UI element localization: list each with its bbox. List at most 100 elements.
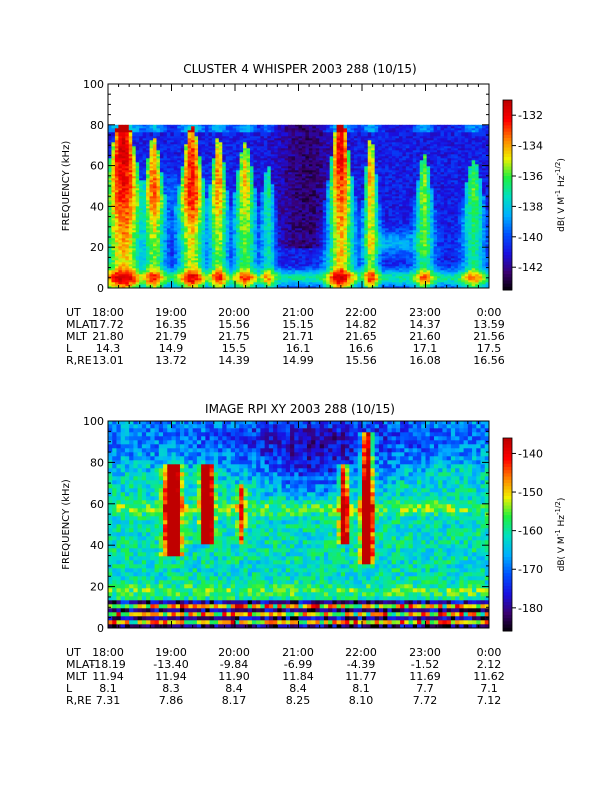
heatmap-cell xyxy=(260,232,265,235)
heatmap-cell xyxy=(312,196,317,199)
heatmap-cell xyxy=(173,186,178,189)
heatmap-cell xyxy=(108,150,112,153)
heatmap-cell xyxy=(298,168,303,171)
heatmap-cell xyxy=(159,232,164,235)
heatmap-cell xyxy=(156,158,161,161)
heatmap-cell xyxy=(215,236,220,239)
heatmap-cell xyxy=(166,174,171,177)
heatmap-cell xyxy=(253,228,258,231)
heatmap-cell xyxy=(146,232,150,235)
heatmap-cell xyxy=(215,228,220,231)
heatmap-cell xyxy=(274,170,279,173)
heatmap-cell xyxy=(173,264,178,267)
heatmap-cell xyxy=(166,250,171,253)
heatmap-cell xyxy=(229,130,234,133)
heatmap-cell xyxy=(173,154,178,157)
heatmap-cell xyxy=(184,220,189,223)
heatmap-cell xyxy=(246,190,251,193)
heatmap-cell xyxy=(198,256,202,259)
heatmap-cell xyxy=(173,226,178,229)
heatmap-cell xyxy=(184,212,189,215)
heatmap-cell xyxy=(194,200,199,203)
heatmap-cell xyxy=(111,186,116,189)
heatmap-cell xyxy=(204,124,209,127)
heatmap-cell xyxy=(204,246,209,249)
heatmap-cell xyxy=(132,276,137,279)
heatmap-cell xyxy=(170,142,175,145)
heatmap-cell xyxy=(256,284,261,287)
heatmap-cell xyxy=(253,136,258,139)
heatmap-cell xyxy=(187,214,192,217)
heatmap-cell xyxy=(208,144,213,147)
heatmap-cell xyxy=(173,198,178,201)
heatmap-cell xyxy=(121,126,126,129)
heatmap-cell xyxy=(135,216,140,219)
heatmap-cell xyxy=(201,168,206,171)
heatmap-cell xyxy=(121,254,126,257)
heatmap-cell xyxy=(232,218,237,221)
heatmap-cell xyxy=(187,204,192,207)
heatmap-cell xyxy=(274,142,279,145)
heatmap-cell xyxy=(159,246,164,249)
heatmap-cell xyxy=(274,236,279,239)
heatmap-cell xyxy=(281,212,286,215)
heatmap-cell xyxy=(170,244,175,247)
heatmap-cell xyxy=(149,176,154,179)
heatmap-cell xyxy=(198,284,202,287)
heatmap-cell xyxy=(236,166,241,169)
heatmap-cell xyxy=(284,268,289,271)
heatmap-cell xyxy=(125,230,130,233)
heatmap-cell xyxy=(246,140,251,143)
heatmap-cell xyxy=(260,240,265,243)
heatmap-cell xyxy=(260,150,265,153)
heatmap-cell xyxy=(298,244,303,247)
heatmap-cell xyxy=(267,198,272,201)
heatmap-cell xyxy=(159,188,164,191)
heatmap-cell xyxy=(250,176,254,179)
heatmap-cell xyxy=(149,190,154,193)
heatmap-cell xyxy=(295,262,299,265)
heatmap-cell xyxy=(170,174,175,177)
heatmap-cell xyxy=(187,206,192,209)
heatmap-cell xyxy=(239,222,244,225)
heatmap-cell xyxy=(125,214,130,217)
heatmap-cell xyxy=(229,206,234,209)
heatmap-cell xyxy=(260,200,265,203)
heatmap-cell xyxy=(194,158,199,161)
heatmap-cell xyxy=(232,208,237,211)
heatmap-cell xyxy=(187,280,192,283)
heatmap-cell xyxy=(281,216,286,219)
heatmap-cell xyxy=(132,262,137,265)
heatmap-cell xyxy=(114,226,119,229)
heatmap-cell xyxy=(229,138,234,141)
heatmap-cell xyxy=(295,228,299,231)
heatmap-cell xyxy=(125,282,130,285)
heatmap-cell xyxy=(281,180,286,183)
heatmap-cell xyxy=(243,286,247,289)
heatmap-cell xyxy=(180,162,185,165)
heatmap-cell xyxy=(225,170,230,173)
heatmap-cell xyxy=(208,282,213,285)
heatmap-cell xyxy=(236,186,241,189)
heatmap-cell xyxy=(267,168,272,171)
heatmap-cell xyxy=(308,264,313,267)
heatmap-cell xyxy=(218,188,223,191)
heatmap-cell xyxy=(218,238,223,241)
heatmap-cell xyxy=(208,190,213,193)
heatmap-cell xyxy=(312,180,317,183)
heatmap-cell xyxy=(135,212,140,215)
heatmap-cell xyxy=(153,266,157,269)
heatmap-cell xyxy=(308,246,313,249)
heatmap-cell xyxy=(239,228,244,231)
heatmap-cell xyxy=(267,260,272,263)
heatmap-cell xyxy=(222,226,227,229)
heatmap-cell xyxy=(222,194,227,197)
heatmap-cell xyxy=(135,254,140,257)
heatmap-cell xyxy=(163,254,168,257)
heatmap-cell xyxy=(121,176,126,179)
heatmap-cell xyxy=(156,220,161,223)
heatmap-cell xyxy=(194,132,199,135)
heatmap-cell xyxy=(270,176,275,179)
heatmap-cell xyxy=(159,212,164,215)
heatmap-cell xyxy=(277,152,282,155)
